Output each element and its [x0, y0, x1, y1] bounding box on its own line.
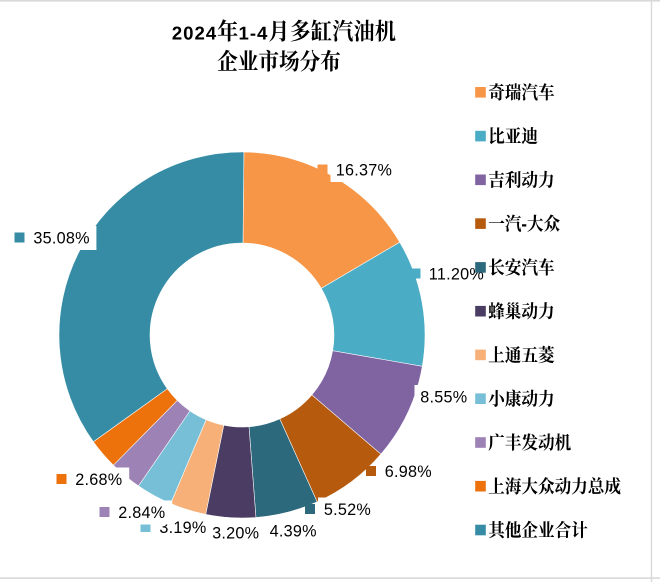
svg-text:2.68%: 2.68% [75, 471, 122, 489]
svg-text:35.08%: 35.08% [33, 230, 89, 248]
svg-text:11.20%: 11.20% [429, 266, 484, 284]
svg-text:4.39%: 4.39% [270, 523, 317, 541]
svg-text:6.98%: 6.98% [385, 463, 432, 481]
svg-text:3.20%: 3.20% [212, 525, 259, 543]
svg-text:2.84%: 2.84% [118, 504, 165, 522]
svg-text:16.37%: 16.37% [336, 162, 392, 180]
svg-text:5.52%: 5.52% [324, 501, 371, 519]
svg-text:8.55%: 8.55% [420, 389, 467, 407]
